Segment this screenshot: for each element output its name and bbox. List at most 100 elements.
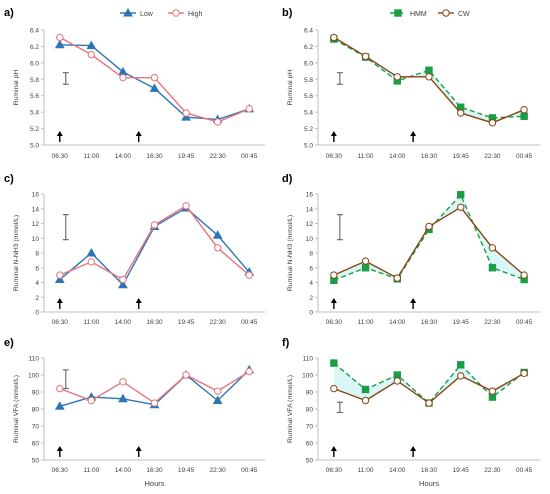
chart-panel-c: c) 0 2 4 6 8 10 12 14 16 Ruminal N-NH3 (mmol/L) 06:…	[4, 173, 265, 326]
feeding-arrow	[330, 298, 337, 309]
x-tick-label: 19:45	[178, 467, 195, 474]
arrow-head	[135, 298, 142, 303]
series-low	[54, 39, 255, 124]
x-tick-label: 11:00	[358, 467, 374, 474]
y-tick-label: 8	[309, 251, 313, 258]
x-tick-label: 06:30	[326, 467, 343, 474]
y-tick-label: 5.6	[304, 93, 313, 100]
data-point-high	[213, 244, 222, 252]
data-point-cw	[488, 244, 497, 252]
panel-label: e)	[4, 337, 14, 349]
x-tick-label: 22:30	[210, 467, 227, 474]
data-point-hmm	[330, 359, 338, 367]
data-point-cw	[330, 33, 338, 42]
feeding-arrow	[56, 446, 63, 457]
arrow-head	[330, 131, 337, 136]
feeding-arrow	[330, 446, 337, 457]
data-point-low	[86, 40, 97, 50]
x-axis-title: Hours	[144, 479, 164, 488]
data-point-high	[150, 399, 159, 407]
legend-item-high: High	[168, 9, 203, 18]
y-tick-label: 70	[32, 424, 40, 431]
panel-label: b)	[282, 7, 293, 19]
y-axis-title: Ruminal pH	[287, 70, 294, 106]
data-point-low	[54, 401, 65, 410]
data-point-high	[87, 50, 96, 59]
feeding-arrow	[330, 131, 337, 142]
y-tick-label: 0	[309, 310, 313, 317]
series-hmm	[330, 359, 528, 407]
data-point-cw	[425, 399, 433, 407]
data-point-cw	[361, 396, 370, 405]
legend: Low High	[120, 7, 203, 18]
x-tick-label: 00:45	[516, 319, 533, 326]
y-tick-label: 70	[306, 424, 314, 431]
data-point-hmm	[361, 264, 370, 272]
chart-panel-e: e) 50 60 70 80 90 100 110 Ruminal VFA (mmol/L) 06…	[4, 337, 265, 488]
legend-label: Low	[140, 11, 154, 18]
x-tick-label: 22:30	[484, 467, 501, 474]
y-tick-label: 5.0	[30, 143, 39, 150]
error-bar	[62, 369, 69, 390]
data-point-high	[245, 367, 253, 376]
x-tick-label: 11:00	[83, 319, 99, 326]
panel-label: f)	[282, 337, 290, 349]
y-tick-label: 90	[306, 390, 314, 397]
data-point-hmm	[488, 264, 497, 272]
arrow-head	[330, 298, 337, 303]
data-point-low	[212, 230, 223, 239]
chart-panel-b: b) 5.0 5.2 5.4 5.6 5.8 6.0 6.2 6.4 Ruminal pH 06:3…	[282, 7, 540, 160]
y-tick-label: 80	[32, 407, 40, 414]
y-tick-label: 6.0	[30, 60, 39, 67]
data-point-high	[87, 396, 96, 405]
series-low	[54, 203, 255, 289]
y-tick-label: 2	[309, 295, 313, 302]
data-point-high	[150, 73, 159, 82]
series-cw	[330, 369, 528, 407]
y-tick-label: 4	[35, 280, 39, 287]
y-tick-label: 100	[302, 373, 313, 380]
y-axis-title: Ruminal VFA (mmol/L)	[287, 375, 294, 443]
legend-swatch-marker	[442, 9, 450, 17]
legend-item-hmm: HMM	[390, 9, 427, 18]
x-tick-label: 14:00	[389, 467, 406, 474]
y-tick-label: 6.2	[304, 44, 313, 51]
y-tick-label: 5.4	[304, 110, 313, 117]
series-hmm	[330, 191, 528, 284]
data-point-high	[182, 202, 190, 210]
data-point-cw	[425, 73, 433, 81]
x-tick-label: 06:30	[326, 319, 343, 326]
error-bar	[336, 72, 343, 85]
arrow-head	[56, 298, 63, 303]
y-tick-label: 5.6	[30, 93, 39, 100]
y-tick-label: 6	[309, 265, 313, 272]
data-point-low	[54, 39, 65, 49]
data-point-high	[87, 258, 96, 266]
feeding-arrow	[56, 298, 63, 309]
series-cw	[330, 33, 528, 127]
y-tick-label: 5.4	[30, 110, 39, 117]
chart-panel-a: a) 5.0 5.2 5.4 5.6 5.8 6.0 6.2 6.4 Ruminal pH 06:3…	[4, 7, 265, 160]
data-point-hmm	[488, 393, 497, 401]
y-axis-title: Ruminal pH	[13, 70, 20, 106]
legend-swatch-marker	[172, 9, 180, 17]
x-tick-label: 16:30	[421, 467, 438, 474]
arrow-head	[56, 446, 63, 451]
x-tick-label: 22:30	[484, 319, 501, 326]
error-bar	[336, 214, 343, 241]
data-point-high	[213, 387, 222, 395]
x-tick-label: 06:30	[52, 153, 69, 160]
x-axis-title: Hours	[419, 479, 439, 488]
data-point-cw	[361, 257, 370, 265]
legend-item-cw: CW	[438, 9, 470, 18]
y-tick-label: 10	[306, 236, 314, 243]
y-tick-label: 5.8	[304, 77, 313, 84]
arrow-head	[56, 131, 63, 136]
legend: HMM CW	[390, 9, 470, 18]
data-point-high	[182, 371, 190, 379]
y-tick-label: 8	[35, 251, 39, 258]
x-tick-label: 14:00	[389, 153, 406, 160]
data-point-cw	[520, 369, 528, 377]
